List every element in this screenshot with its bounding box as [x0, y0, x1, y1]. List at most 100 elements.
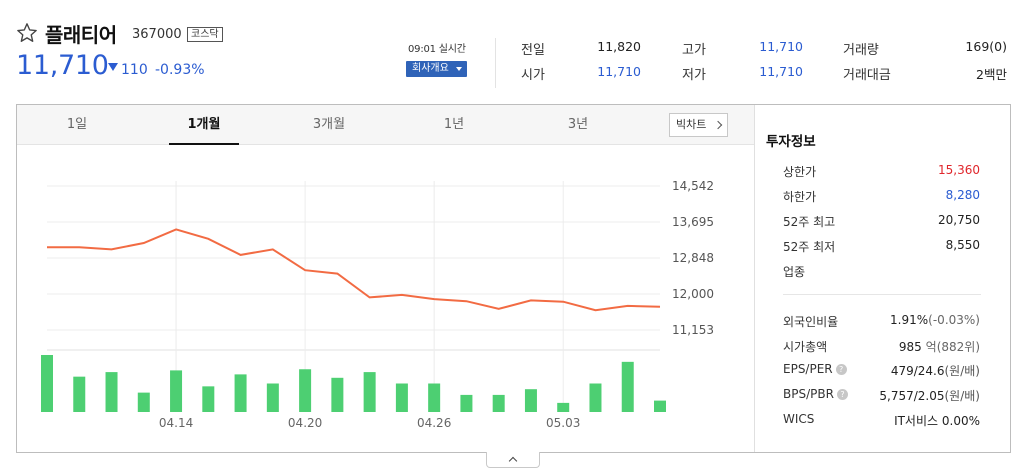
foreign-ratio-value: 1.91%(-0.03%) — [890, 313, 980, 327]
y-tick-label: 12,000 — [672, 287, 714, 301]
volume-bars — [41, 355, 666, 412]
header-divider — [495, 38, 496, 88]
tab-1day[interactable]: 1일 — [66, 117, 88, 132]
price-chart: 14,542 13,695 12,848 12,000 11,153 04.14 04.2… — [41, 179, 714, 430]
tab-3year[interactable]: 3년 — [567, 117, 589, 132]
y-tick-label: 12,848 — [672, 251, 714, 265]
foreign-ratio-main: 1.91% — [890, 313, 929, 327]
quote-value-trade-value: 2백만 — [976, 67, 1007, 82]
price-change: 110 — [121, 62, 148, 78]
volume-bar — [137, 392, 150, 412]
market-cap-main: 985 — [898, 340, 922, 354]
market-badge: 코스닥 — [187, 27, 223, 42]
tab-1year[interactable]: 1년 — [443, 117, 465, 132]
chart-grid — [47, 181, 660, 412]
quote-label-volume: 거래량 — [843, 43, 879, 58]
market-cap-rank: (882위) — [936, 340, 980, 354]
volume-bar — [363, 372, 376, 412]
x-tick-label: 05.03 — [546, 416, 580, 430]
y-tick-label: 14,542 — [672, 179, 714, 193]
eps-per-label-text: EPS/PER — [783, 362, 833, 376]
volume-bar — [105, 372, 118, 412]
bps-pbr-unit: (원/배) — [944, 389, 981, 403]
eps-per-unit: (원/배) — [944, 364, 981, 378]
chevron-right-icon — [713, 120, 723, 130]
bps-pbr-value: 5,757/2.05(원/배) — [879, 387, 980, 404]
bps-pbr-label-text: BPS/PBR — [783, 387, 834, 401]
volume-bar — [492, 394, 505, 412]
volume-bar — [621, 361, 634, 412]
chart-panel: 1일 1개월 3개월 1년 3년 빅차트 14,542 13,695 12,848 1… — [16, 104, 1011, 453]
volume-bar — [266, 383, 279, 412]
y-axis-ticks: 14,542 13,695 12,848 12,000 11,153 — [672, 179, 714, 337]
volume-bar — [524, 389, 537, 412]
upper-limit-value: 15,360 — [938, 163, 980, 177]
quote-label-trade-value: 거래대금 — [843, 68, 891, 83]
current-price: 11,710 — [16, 50, 109, 81]
price-line — [47, 228, 661, 312]
favorite-star-icon[interactable] — [16, 22, 38, 44]
tab-3month[interactable]: 3개월 — [312, 117, 346, 132]
volume-bar — [557, 402, 570, 412]
high-52w-value: 20,750 — [938, 213, 980, 227]
big-chart-button[interactable]: 빅차트 — [669, 113, 728, 137]
help-question-icon[interactable]: ? — [835, 364, 847, 375]
quote-label-open: 시가 — [521, 68, 545, 83]
y-tick-label: 11,153 — [672, 323, 714, 337]
stock-name: 플래티어 — [45, 23, 117, 47]
collapse-toggle[interactable] — [486, 452, 540, 468]
volume-bar — [428, 383, 441, 412]
volume-bar — [460, 394, 473, 412]
eps-per-value: 479/24.6(원/배) — [891, 362, 980, 379]
volume-bar — [654, 400, 666, 412]
invest-info-title: 투자정보 — [766, 134, 816, 150]
quote-label-prev-close: 전일 — [521, 43, 545, 58]
x-tick-label: 04.20 — [288, 416, 322, 430]
volume-bar — [299, 369, 312, 412]
down-triangle-icon — [108, 63, 118, 71]
eps-per-main: 479/24.6 — [890, 364, 945, 378]
volume-bar — [41, 355, 53, 412]
wics-value: IT서비스 0.00% — [894, 414, 980, 428]
quote-value-high: 11,710 — [759, 39, 803, 54]
foreign-ratio-change: (-0.03%) — [928, 313, 980, 327]
chevron-up-icon — [508, 456, 518, 466]
volume-bar — [395, 383, 408, 412]
volume-bar — [170, 370, 183, 412]
stock-code: 367000 — [132, 27, 182, 42]
company-overview-label: 회사개요 — [412, 63, 449, 74]
market-cap-unit: 억 — [925, 340, 937, 354]
big-chart-label: 빅차트 — [676, 118, 707, 131]
quote-value-low: 11,710 — [759, 64, 803, 79]
price-change-rate: -0.93% — [155, 62, 205, 78]
help-question-icon[interactable]: ? — [836, 389, 848, 400]
quote-value-volume: 169(0) — [965, 39, 1007, 54]
company-overview-button[interactable]: 회사개요 — [406, 61, 467, 77]
foreign-ratio-label: 외국인비율 — [783, 315, 839, 329]
quote-value-prev-close: 11,820 — [597, 39, 641, 54]
upper-limit-label: 상한가 — [783, 165, 817, 179]
bps-pbr-label: BPS/PBR? — [783, 387, 848, 401]
low-52w-label: 52주 최저 — [783, 240, 836, 254]
bps-pbr-main: 5,757/2.05 — [879, 389, 945, 403]
volume-bar — [234, 374, 247, 412]
lower-limit-label: 하한가 — [783, 190, 817, 204]
realtime-label: 09:01 실시간 — [408, 44, 466, 55]
volume-bar — [73, 376, 86, 412]
volume-bar — [331, 377, 344, 412]
high-52w-label: 52주 최고 — [783, 215, 836, 229]
quote-label-high: 고가 — [682, 43, 706, 58]
period-tabs: 1일 1개월 3개월 1년 3년 빅차트 — [17, 105, 754, 145]
y-tick-label: 13,695 — [672, 215, 714, 229]
quote-label-low: 저가 — [682, 68, 706, 83]
wics-label: WICS — [783, 412, 815, 426]
caret-down-icon — [456, 67, 462, 71]
volume-bar — [202, 386, 215, 412]
low-52w-value: 8,550 — [945, 238, 980, 252]
tab-1month[interactable]: 1개월 — [169, 105, 239, 145]
x-axis-ticks: 04.14 04.20 04.26 05.03 — [159, 416, 581, 430]
panel-divider — [754, 105, 755, 452]
x-tick-label: 04.14 — [159, 416, 193, 430]
eps-per-label: EPS/PER? — [783, 362, 847, 376]
volume-bar — [589, 383, 602, 412]
